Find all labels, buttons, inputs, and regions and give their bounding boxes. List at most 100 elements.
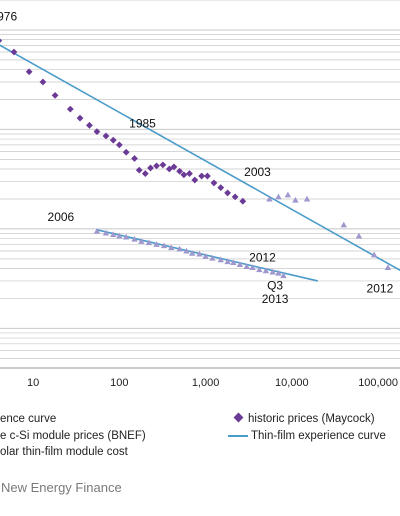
- triangle-point: [93, 227, 101, 234]
- triangle-point: [355, 232, 363, 239]
- diamond-point: [51, 91, 59, 99]
- year-label: Q3: [267, 279, 283, 293]
- legend-label-csi-module-prices: e c-Si module prices (BNEF): [0, 430, 146, 442]
- diamond-point: [239, 197, 247, 205]
- diamond-point: [186, 170, 193, 177]
- year-label: 2003: [244, 165, 271, 179]
- diamond-point: [66, 105, 74, 113]
- diamond-point: [159, 161, 167, 169]
- gridlines: [0, 0, 400, 369]
- legend-historic-prices: historic prices (Maycock): [233, 412, 375, 425]
- triangle-point: [280, 272, 287, 279]
- diamond-point: [10, 48, 18, 56]
- diamond-point: [180, 171, 188, 179]
- x-tick-label: 1,000: [192, 377, 220, 389]
- experience-lines: [0, 44, 400, 282]
- triangle-point: [230, 259, 237, 266]
- year-label: 2012: [367, 281, 394, 295]
- diamond-point: [204, 172, 211, 180]
- triangle-point: [249, 264, 256, 271]
- triangle-point: [189, 250, 196, 256]
- diamond-point: [147, 164, 154, 172]
- legend-label-thin-film-cost: olar thin-film module cost: [0, 446, 128, 458]
- x-tick-label: 100: [110, 377, 128, 389]
- year-label: 2012: [249, 251, 276, 265]
- triangle-point: [209, 254, 216, 261]
- diamond-point: [153, 162, 160, 170]
- source-credit: New Energy Finance: [1, 480, 122, 495]
- legend-experience-curve: ence curve: [0, 413, 56, 425]
- diamond-point: [86, 121, 93, 129]
- diamond-point: [131, 155, 138, 162]
- triangle-point: [196, 250, 203, 257]
- triangle-point: [110, 231, 117, 238]
- triangle-point: [116, 232, 123, 239]
- diamond-point: [102, 132, 110, 140]
- diamond-point: [198, 172, 206, 180]
- diamond-point: [165, 165, 173, 173]
- triangle-point: [262, 267, 270, 274]
- x-axis-ticks: 10 100 1,000 10,000 100,000: [27, 377, 398, 389]
- x-tick-label: 10: [27, 377, 39, 389]
- x-tick-label: 10,000: [275, 377, 309, 389]
- diamond-point: [170, 163, 178, 171]
- legend-label-experience-curve: ence curve: [0, 413, 57, 425]
- year-label: 2013: [262, 292, 289, 306]
- year-label: 1976: [0, 9, 17, 23]
- triangle-point: [160, 242, 168, 249]
- diamond-point: [39, 78, 47, 86]
- triangle-point: [256, 266, 263, 273]
- diamond-point: [135, 166, 143, 174]
- triangle-point: [145, 239, 153, 246]
- legend-csi-module-prices: e c-Si module prices (BNEF): [0, 430, 146, 442]
- triangle-point: [340, 221, 347, 228]
- diamond-point: [224, 189, 232, 197]
- diamond-point: [109, 136, 117, 144]
- diamond-point: [176, 167, 184, 175]
- data-points: [0, 38, 392, 279]
- x-tick-label: 100,000: [358, 377, 398, 389]
- triangle-point: [122, 233, 130, 240]
- diamond-point: [0, 38, 3, 43]
- diamond-point: [25, 68, 33, 76]
- diamond-point: [93, 128, 101, 136]
- triangle-point: [266, 195, 273, 202]
- diamond-point: [76, 114, 84, 122]
- line-swatch-icon: [228, 434, 248, 437]
- diamond-point: [217, 184, 225, 192]
- triangle-point: [153, 241, 160, 247]
- diamond-icon: [233, 412, 244, 423]
- legend-thin-film-cost: olar thin-film module cost: [0, 446, 128, 458]
- triangle-point: [183, 247, 190, 254]
- triangle-point: [303, 195, 311, 202]
- triangle-point: [202, 253, 209, 259]
- triangle-point: [292, 196, 299, 203]
- diamond-point: [122, 148, 130, 156]
- triangle-point: [370, 251, 378, 258]
- triangle-point: [243, 263, 250, 269]
- triangle-point: [236, 261, 244, 267]
- triangle-point: [217, 256, 224, 263]
- triangle-point: [269, 268, 276, 275]
- triangle-point: [176, 245, 183, 252]
- triangle-point: [138, 238, 145, 244]
- series-line: [96, 229, 318, 282]
- triangle-point: [102, 229, 110, 236]
- diamond-point: [141, 170, 149, 177]
- legend-label-thin-film-curve: Thin-film experience curve: [251, 430, 386, 442]
- triangle-point: [131, 235, 138, 242]
- diamond-point: [191, 176, 199, 184]
- legend-label-historic-prices: historic prices (Maycock): [248, 413, 375, 425]
- triangle-point: [275, 269, 282, 276]
- triangle-point: [168, 244, 175, 251]
- triangle-point: [384, 264, 392, 271]
- diamond-point: [210, 179, 218, 187]
- triangle-point: [224, 258, 231, 265]
- legend-thin-film-curve: Thin-film experience curve: [228, 430, 386, 442]
- triangle-point: [284, 191, 292, 198]
- diamond-point: [115, 141, 123, 149]
- year-label: 1985: [129, 116, 156, 130]
- year-label: 2006: [48, 210, 75, 224]
- series-line: [0, 44, 400, 272]
